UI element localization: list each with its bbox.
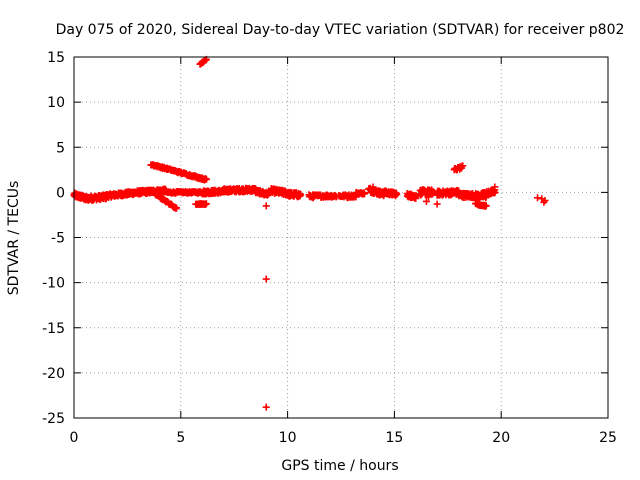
x-tick-label: 20 — [492, 430, 510, 446]
data-point-baseline-band — [260, 191, 268, 199]
data-point-arc-18h — [459, 162, 467, 170]
y-tick-label: 15 — [47, 50, 65, 66]
data-point-low-band-19h — [482, 202, 490, 210]
data-point-outliers — [262, 403, 270, 411]
data-point-baseline-band — [444, 189, 452, 197]
x-tick-label: 25 — [599, 430, 617, 446]
y-tick-label: -20 — [42, 366, 65, 382]
x-tick-label: 15 — [385, 430, 403, 446]
data-point-outliers — [491, 183, 499, 191]
data-point-outliers — [433, 200, 441, 208]
data-point-low-band-5-7-6-2h — [202, 200, 210, 208]
x-tick-labels: 0 5 10 15 20 25 — [70, 430, 617, 446]
x-axis-label: GPS time / hours — [281, 458, 398, 474]
y-tick-label: -25 — [42, 411, 65, 427]
grid-lines — [74, 57, 608, 418]
data-point-baseline-band — [343, 194, 351, 202]
data-point-baseline-band — [309, 194, 317, 202]
y-tick-labels: -25 -20 -15 -10 -5 0 5 10 15 — [42, 50, 65, 427]
y-tick-label: 10 — [47, 95, 65, 111]
data-point-baseline-band — [393, 190, 401, 198]
chart-title: Day 075 of 2020, Sidereal Day-to-day VTE… — [56, 22, 625, 38]
data-point-baseline-band — [247, 187, 255, 195]
x-tick-label: 10 — [279, 430, 297, 446]
data-points — [70, 55, 549, 411]
data-point-baseline-band — [369, 183, 377, 191]
x-tick-label: 5 — [176, 430, 185, 446]
y-tick-label: -15 — [42, 321, 65, 337]
y-tick-label: -5 — [51, 231, 65, 247]
y-tick-label: 0 — [56, 185, 65, 201]
data-point-baseline-band — [407, 190, 415, 198]
data-point-descending-arc-4-5h — [173, 204, 181, 212]
data-point-outliers — [422, 197, 430, 205]
y-tick-label: 5 — [56, 140, 65, 156]
plot-frame — [73, 56, 609, 419]
data-point-late-points-21-5-22h — [534, 194, 542, 202]
data-point-outliers — [262, 202, 270, 210]
data-point-baseline-band — [360, 190, 368, 198]
data-point-upper-arc-3-5-6-2h — [202, 175, 210, 183]
y-axis-label: SDTVAR / TECUs — [6, 181, 22, 296]
y-tick-label: -10 — [42, 276, 65, 292]
data-point-outliers — [262, 275, 270, 283]
data-point-baseline-band — [425, 193, 433, 201]
x-tick-label: 0 — [70, 430, 79, 446]
data-point-late-points-21-5-22h — [541, 196, 549, 204]
data-point-baseline-band — [297, 191, 305, 199]
